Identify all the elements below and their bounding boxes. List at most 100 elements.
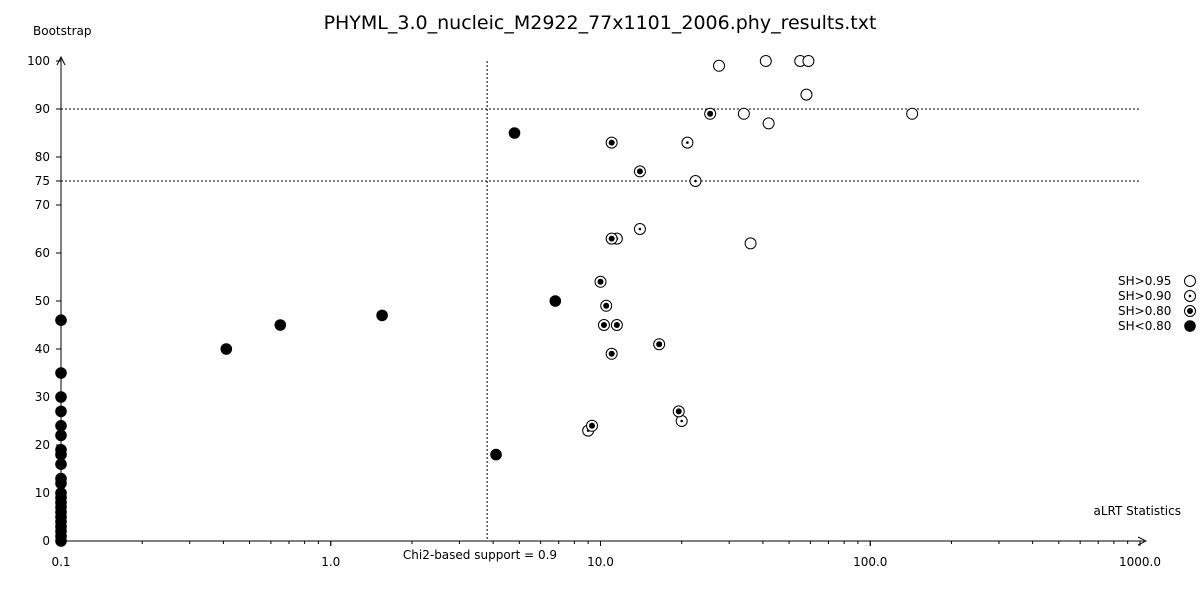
data-point: [55, 314, 67, 327]
marker-center: [656, 341, 663, 348]
y-axis-arrowhead: [56, 55, 66, 66]
marker-ring: [737, 107, 750, 120]
data-point: [744, 237, 757, 250]
data-point: [55, 477, 67, 490]
marker-center: [597, 278, 604, 285]
y-tick-label: 40: [35, 342, 50, 356]
marker-fill: [55, 367, 67, 379]
data-point: [713, 59, 726, 72]
marker-center: [603, 302, 610, 309]
data-point: [220, 343, 233, 355]
data-point: [490, 448, 502, 461]
data-point: [653, 338, 666, 351]
reference-lines: [61, 61, 1140, 541]
y-tick-label: 10: [35, 486, 50, 500]
marker-center: [1187, 308, 1193, 314]
data-point: [508, 127, 521, 139]
data-point: [55, 535, 67, 547]
data-point: [597, 319, 610, 331]
marker-ring: [800, 88, 813, 101]
data-point: [55, 448, 67, 461]
marker-center: [613, 322, 620, 328]
marker-center: [1188, 294, 1192, 298]
x-tick-label: 0.1: [51, 555, 70, 569]
marker-center: [588, 422, 595, 429]
data-point: [605, 347, 618, 360]
marker-fill: [55, 477, 67, 490]
chart-title: PHYML_3.0_nucleic_M2922_77x1101_2006.phy…: [324, 12, 877, 34]
marker-ring: [744, 237, 757, 250]
x-axis-label: aLRT Statistics: [1093, 504, 1181, 518]
data-point: [549, 295, 562, 307]
data-point: [600, 299, 613, 312]
marker-center: [608, 235, 615, 242]
legend-label: SH>0.95: [1118, 274, 1171, 288]
y-axis-label: Bootstrap: [33, 24, 91, 38]
marker-fill: [55, 458, 67, 471]
legend-label: SH<0.80: [1118, 319, 1171, 333]
data-point: [55, 367, 67, 379]
marker-fill: [55, 448, 67, 461]
marker-center: [686, 141, 689, 144]
data-point: [633, 165, 646, 178]
data-point: [605, 136, 618, 149]
data-point: [681, 136, 694, 149]
data-points: [55, 55, 919, 547]
legend-label: SH>0.90: [1118, 289, 1171, 303]
data-point: [55, 420, 67, 432]
marker-fill: [55, 429, 67, 442]
data-point: [55, 405, 67, 418]
marker-ring: [759, 55, 772, 67]
marker-ring: [1184, 275, 1196, 287]
marker-center: [638, 227, 642, 231]
vertical-reference-label: Chi2-based support = 0.9: [403, 548, 557, 562]
marker-ring: [906, 107, 919, 120]
y-tick-label: 20: [35, 438, 50, 452]
data-point: [605, 232, 618, 245]
marker-center: [707, 110, 714, 117]
data-point: [762, 117, 775, 130]
data-point: [737, 107, 750, 120]
marker-center: [608, 139, 615, 146]
y-tick-label: 70: [35, 198, 50, 212]
axes: 0.1 1.0 10.0 100.0 1000.0 0 10 20 30 40 50 60 70 75 80…: [27, 54, 1161, 569]
x-axis-arrowhead: [1137, 536, 1148, 546]
legend-marker: [1184, 290, 1196, 302]
marker-ring: [802, 55, 815, 67]
marker-center: [600, 322, 607, 328]
data-point: [759, 55, 772, 67]
y-tick-label: 90: [35, 102, 50, 116]
data-point: [800, 88, 813, 101]
data-point: [672, 405, 685, 418]
data-point: [689, 175, 702, 187]
data-point: [274, 319, 287, 331]
marker-fill: [274, 319, 287, 331]
marker-fill: [55, 314, 67, 327]
marker-fill: [376, 309, 388, 322]
data-point: [610, 319, 623, 331]
marker-ring: [762, 117, 775, 130]
marker-fill: [549, 295, 562, 307]
marker-center: [636, 168, 643, 175]
data-point: [594, 275, 607, 288]
marker-fill: [55, 405, 67, 418]
x-tick-label: 1000.0: [1119, 555, 1161, 569]
marker-center: [675, 408, 682, 415]
data-point: [55, 458, 67, 471]
data-point: [906, 107, 919, 120]
x-tick-label: 100.0: [853, 555, 887, 569]
marker-fill: [490, 448, 502, 461]
x-tick-label: 10.0: [587, 555, 614, 569]
marker-fill: [55, 535, 67, 547]
y-tick-label: 75: [35, 174, 50, 188]
y-tick-label: 80: [35, 150, 50, 164]
data-point: [55, 429, 67, 442]
y-tick-label: 0: [42, 534, 50, 548]
data-point: [376, 309, 388, 322]
marker-center: [694, 179, 697, 183]
data-point: [55, 391, 67, 403]
y-tick-label: 100: [27, 54, 50, 68]
data-point: [704, 107, 717, 120]
marker-fill: [508, 127, 521, 139]
legend-marker: [1184, 305, 1196, 317]
